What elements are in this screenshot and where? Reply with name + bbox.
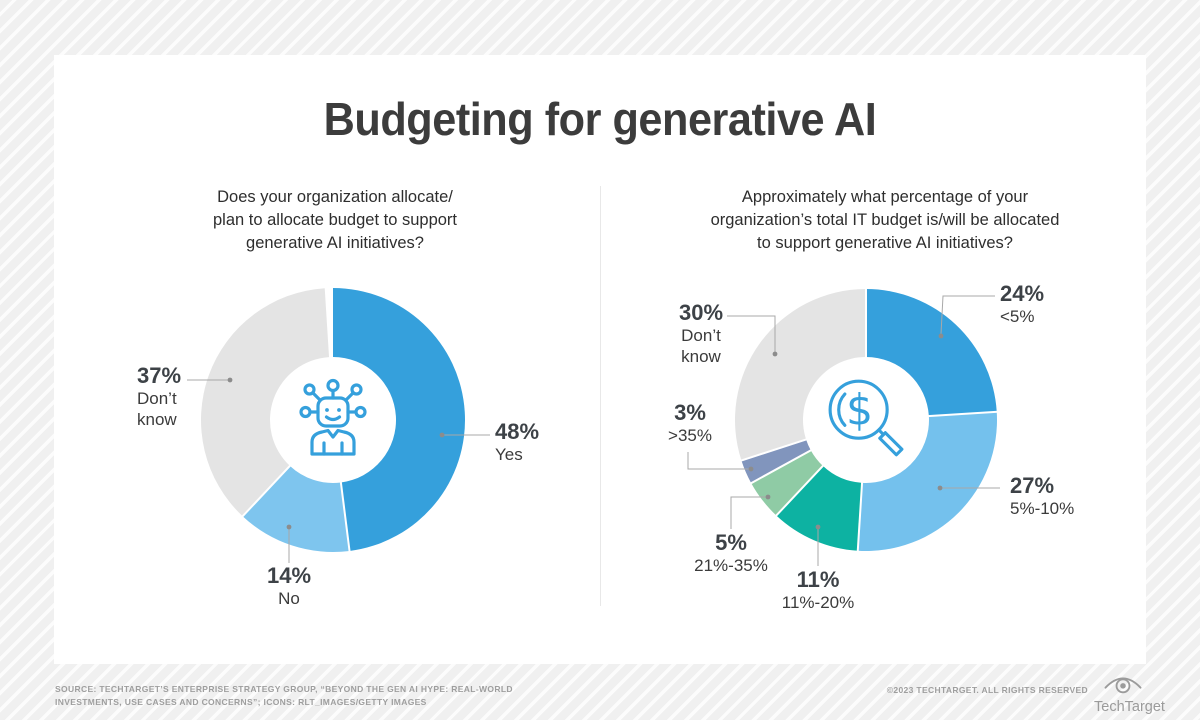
slice-gap: [749, 448, 813, 485]
callout-pct: 14%: [266, 563, 312, 588]
leader-line-5: [940, 295, 995, 335]
callout-pct: 30%: [678, 300, 724, 325]
callout-label: >35%: [668, 426, 712, 445]
callout-label: 5%-10%: [1010, 499, 1075, 518]
callout-don-t-know: 37% Don’t know: [137, 364, 181, 430]
slice-gap: [241, 464, 292, 518]
callout-pct: 3%: [674, 400, 706, 425]
question-left: Does your organization allocate/plan to …: [212, 188, 457, 253]
callout-11-20: 11% 11%-20%: [782, 568, 854, 613]
donut-slice-yes: [333, 288, 466, 551]
column-divider: [600, 186, 601, 606]
callout-label: Don’t know: [681, 326, 721, 366]
donut-slice-don-t-know: [735, 289, 866, 461]
donut-slice-5-10: [857, 411, 997, 552]
donut-slice-21-35: [751, 450, 823, 516]
callout-yes: 48% Yes: [495, 420, 539, 465]
ai-robot-icon: [299, 378, 367, 456]
leader-dot-5-10: [937, 485, 943, 491]
donut-slice-11-20: [776, 465, 863, 551]
leader-line-don-t-know: [727, 315, 776, 352]
callout-label: 21%-35%: [694, 556, 768, 575]
leader-dot-5: [938, 333, 944, 339]
leader-dot-no: [286, 524, 292, 530]
callout-5: 24% <5%: [1000, 282, 1044, 327]
leader-dot-35: [748, 466, 754, 472]
callout-don-t-know: 30% Don’t know: [679, 301, 723, 367]
techtarget-logotype: TechTarget: [1094, 699, 1165, 715]
page-title: Budgeting for generative AI: [323, 93, 877, 145]
leader-dot-don-t-know: [227, 377, 233, 383]
callout-label: No: [278, 589, 300, 608]
leader-line-35: [687, 452, 749, 470]
callout-pct: 37%: [137, 363, 182, 388]
callout-no: 14% No: [267, 564, 311, 609]
callout-pct: 11%: [796, 567, 840, 592]
callout-label: 11%-20%: [781, 593, 855, 612]
leader-line-21-35: [730, 496, 766, 529]
copyright-text: ©2023 TECHTARGET. ALL RIGHTS RESERVED: [886, 685, 1088, 695]
callout-pct: 24%: [1000, 281, 1045, 306]
eye-icon: [1104, 677, 1142, 694]
callout-pct: 48%: [495, 419, 540, 444]
donut-slice-35: [741, 439, 811, 484]
slice-gap: [339, 481, 351, 553]
leader-dot-yes: [439, 432, 445, 438]
slice-gap: [927, 410, 998, 418]
donut-slice-5: [866, 289, 997, 417]
donut-slice-don-t-know: [200, 288, 330, 517]
slice-gap: [774, 464, 825, 517]
donut-slice-no: [242, 465, 350, 553]
svg-text:$: $: [846, 385, 873, 434]
leader-dot-don-t-know: [772, 351, 778, 357]
techtarget-logo: TechTarget: [1094, 672, 1165, 715]
budget-search-icon: $: [828, 379, 904, 457]
callout-5-10: 27% 5%-10%: [1010, 474, 1074, 519]
callout-35: 3% >35%: [668, 401, 712, 446]
callout-pct: 5%: [715, 530, 747, 555]
slice-gap: [740, 438, 808, 462]
leader-dot-11-20: [815, 524, 821, 530]
source-credit: SOURCE: TECHTARGET’S ENTERPRISE STRATEGY…: [55, 684, 513, 707]
callout-label: Yes: [495, 445, 523, 464]
callout-pct: 27%: [1010, 473, 1055, 498]
callout-label: Don’t know: [137, 389, 177, 429]
question-right: Approximately what percentage of your org…: [710, 188, 1060, 253]
callout-21-35: 5% 21%-35%: [694, 531, 768, 576]
slice-gap: [856, 481, 864, 552]
callout-label: <5%: [1000, 307, 1035, 326]
leader-dot-21-35: [765, 494, 771, 500]
